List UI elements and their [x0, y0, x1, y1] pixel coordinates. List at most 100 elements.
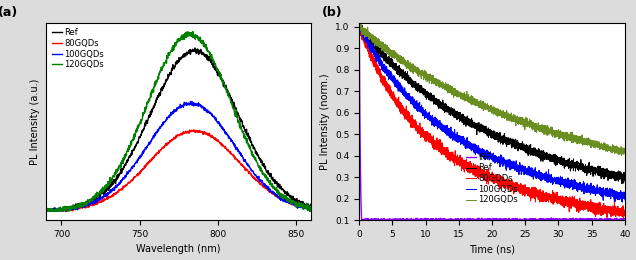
120GQDs — [356, 25, 363, 28]
IRF — [600, 219, 607, 222]
IRF — [467, 219, 474, 222]
Ref — [618, 182, 626, 185]
Line: Ref: Ref — [359, 24, 625, 184]
Ref — [42, 209, 50, 212]
100GQDs — [149, 134, 157, 137]
100GQDs — [69, 207, 77, 211]
Line: 100GQDs: 100GQDs — [359, 24, 625, 202]
120GQDs — [308, 206, 315, 210]
120GQDs — [481, 105, 489, 108]
120GQDs — [600, 148, 607, 151]
IRF — [358, 223, 366, 226]
Ref — [249, 147, 257, 150]
100GQDs — [618, 200, 626, 204]
120GQDs — [254, 164, 262, 167]
100GQDs — [159, 121, 167, 124]
Y-axis label: PL Intensity (norm.): PL Intensity (norm.) — [320, 73, 329, 170]
Ref — [481, 128, 489, 132]
Legend: Ref, 80GQDs, 100GQDs, 120GQDs: Ref, 80GQDs, 100GQDs, 120GQDs — [50, 27, 106, 71]
80GQDs — [308, 207, 315, 210]
Line: 80GQDs: 80GQDs — [359, 24, 625, 218]
80GQDs — [600, 210, 607, 213]
Ref — [548, 158, 556, 161]
120GQDs — [249, 153, 257, 156]
Ref — [356, 25, 363, 29]
120GQDs — [189, 30, 197, 33]
120GQDs — [613, 148, 621, 152]
100GQDs — [254, 177, 262, 180]
Line: Ref: Ref — [46, 48, 312, 211]
Line: IRF: IRF — [359, 27, 625, 224]
IRF — [548, 219, 556, 223]
120GQDs — [159, 65, 167, 68]
Ref — [308, 204, 315, 207]
100GQDs — [42, 210, 50, 213]
Text: (a): (a) — [0, 6, 18, 19]
80GQDs — [43, 210, 50, 213]
80GQDs — [481, 174, 489, 177]
100GQDs — [186, 100, 194, 103]
120GQDs — [621, 149, 628, 152]
80GQDs — [254, 180, 262, 183]
IRF — [481, 220, 489, 223]
100GQDs — [600, 191, 607, 194]
X-axis label: Time (ns): Time (ns) — [469, 244, 515, 255]
Ref — [469, 124, 477, 127]
100GQDs — [225, 136, 232, 139]
Ref — [159, 85, 167, 88]
120GQDs — [469, 100, 477, 103]
Ref — [149, 105, 157, 108]
100GQDs — [308, 207, 315, 210]
120GQDs — [356, 22, 364, 25]
100GQDs — [467, 145, 474, 148]
80GQDs — [249, 176, 257, 179]
80GQDs — [69, 207, 77, 211]
100GQDs — [481, 153, 489, 156]
Ref — [600, 174, 607, 177]
120GQDs — [149, 87, 157, 90]
Ref — [191, 46, 199, 49]
80GQDs — [356, 22, 363, 25]
80GQDs — [42, 208, 50, 211]
Y-axis label: PL Intensity (a.u.): PL Intensity (a.u.) — [31, 78, 40, 165]
80GQDs — [190, 128, 198, 132]
80GQDs — [467, 171, 474, 174]
Legend: IRF, Ref, 80GQDs, 100GQDs, 120GQDs: IRF, Ref, 80GQDs, 100GQDs, 120GQDs — [464, 151, 520, 206]
80GQDs — [225, 149, 233, 152]
100GQDs — [548, 181, 556, 184]
Line: 80GQDs: 80GQDs — [46, 130, 312, 211]
120GQDs — [225, 94, 232, 97]
100GQDs — [621, 198, 628, 202]
Ref — [69, 207, 77, 210]
Ref — [467, 125, 474, 128]
Line: 120GQDs: 120GQDs — [359, 23, 625, 155]
Text: (b): (b) — [322, 6, 343, 19]
IRF — [356, 26, 363, 29]
100GQDs — [469, 148, 477, 151]
IRF — [621, 217, 628, 220]
80GQDs — [149, 157, 157, 160]
Ref — [225, 91, 233, 94]
80GQDs — [469, 166, 477, 169]
80GQDs — [159, 146, 167, 149]
100GQDs — [249, 170, 257, 173]
IRF — [469, 218, 477, 222]
120GQDs — [548, 126, 556, 129]
120GQDs — [69, 203, 77, 206]
Ref — [621, 178, 628, 181]
100GQDs — [356, 23, 363, 27]
Ref — [613, 175, 621, 178]
80GQDs — [619, 216, 627, 219]
X-axis label: Wavelength (nm): Wavelength (nm) — [136, 244, 221, 255]
120GQDs — [467, 100, 474, 103]
120GQDs — [618, 154, 626, 157]
80GQDs — [612, 211, 620, 214]
80GQDs — [621, 210, 628, 213]
100GQDs — [356, 22, 363, 25]
100GQDs — [613, 192, 621, 195]
80GQDs — [548, 194, 556, 197]
Ref — [357, 22, 364, 25]
Line: 100GQDs: 100GQDs — [46, 101, 312, 211]
IRF — [613, 218, 621, 222]
Ref — [254, 154, 262, 158]
